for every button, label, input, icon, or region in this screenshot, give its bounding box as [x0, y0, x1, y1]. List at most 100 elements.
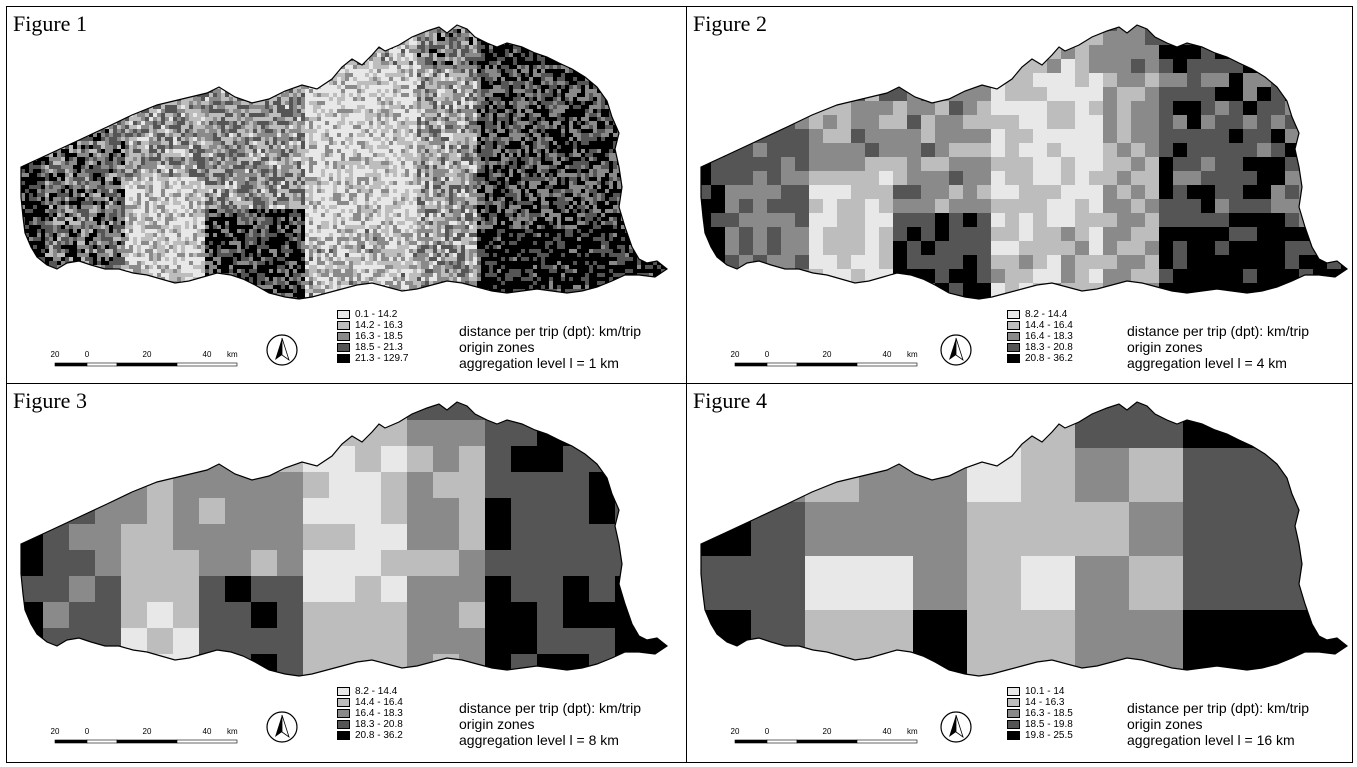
- legend-swatch: [1007, 687, 1020, 696]
- legend-swatch: [1007, 343, 1020, 352]
- legend: 0.1 - 14.2 14.2 - 16.3 16.3 - 18.5 18.5 - 2…: [337, 309, 408, 364]
- caption-line: aggregation level l = 1 km: [459, 355, 619, 371]
- scale-tick-label: 20: [823, 727, 832, 736]
- map-caption: distance per trip (dpt): km/trip origin z…: [459, 700, 641, 748]
- map-caption: distance per trip (dpt): km/trip origin z…: [1127, 700, 1309, 748]
- legend-entry: 21.3 - 129.7: [337, 353, 408, 364]
- scale-tick-label: 40: [883, 727, 892, 736]
- legend-entry: 20.8 - 36.2: [337, 730, 403, 741]
- region-boundary: [20, 24, 669, 300]
- legend-entry: 14.4 - 16.4: [1007, 320, 1073, 331]
- scale-tick-label: 20: [51, 350, 60, 359]
- scale-bar: 20 0 20 40 km: [731, 727, 918, 744]
- legend-entry: 16.4 - 18.3: [1007, 331, 1073, 342]
- legend-entry: 18.3 - 20.8: [337, 719, 403, 730]
- legend-swatch: [337, 709, 350, 718]
- region-boundary: [20, 401, 669, 677]
- legend-label: 10.1 - 14: [1025, 686, 1065, 697]
- legend-entry: 18.5 - 19.8: [1007, 719, 1073, 730]
- scale-tick-label: 20: [143, 350, 152, 359]
- legend-label: 18.3 - 20.8: [1025, 342, 1073, 353]
- legend-label: 16.3 - 18.5: [355, 331, 403, 342]
- north-arrow-icon: [940, 334, 972, 366]
- legend-label: 14.4 - 16.4: [355, 697, 403, 708]
- legend-label: 20.8 - 36.2: [1025, 353, 1073, 364]
- figure-panel-1: Figure 1 0.1 - 14.2 14.2 - 16.3 16.3 - 18.5…: [6, 6, 687, 384]
- choropleth-map: [20, 24, 669, 300]
- legend-entry: 0.1 - 14.2: [337, 309, 408, 320]
- legend: 8.2 - 14.4 14.4 - 16.4 16.4 - 18.3 18.3 - 2…: [1007, 309, 1073, 364]
- scale-tick-label: 40: [203, 350, 212, 359]
- legend-label: 16.4 - 18.3: [355, 708, 403, 719]
- figure-title: Figure 2: [693, 11, 767, 36]
- legend-swatch: [337, 687, 350, 696]
- region-boundary: [700, 24, 1349, 300]
- scale-bar: 20 0 20 40 km: [51, 727, 238, 744]
- map-caption: distance per trip (dpt): km/trip origin z…: [459, 323, 641, 371]
- caption-line: aggregation level l = 16 km: [1127, 732, 1295, 748]
- caption-line: distance per trip (dpt): km/trip: [1127, 323, 1310, 339]
- scale-unit: km: [227, 727, 238, 736]
- map-cells: [21, 25, 667, 299]
- caption-line: origin zones: [459, 716, 535, 732]
- map-cells: [21, 402, 667, 676]
- scale-tick-label: 20: [143, 727, 152, 736]
- choropleth-map: [700, 401, 1349, 677]
- legend-swatch: [1007, 698, 1020, 707]
- scale-unit: km: [907, 727, 918, 736]
- figure-title: Figure 3: [13, 388, 87, 413]
- caption-line: origin zones: [459, 339, 535, 355]
- legend-swatch: [337, 720, 350, 729]
- figure-panel-3: Figure 3 8.2 - 14.4 14.4 - 16.4 16.4 - 18.3…: [6, 383, 687, 763]
- caption-line: aggregation level l = 8 km: [459, 732, 619, 748]
- legend-entry: 8.2 - 14.4: [337, 686, 403, 697]
- legend-label: 19.8 - 25.5: [1025, 730, 1073, 741]
- legend-entry: 18.5 - 21.3: [337, 342, 408, 353]
- legend-entry: 16.4 - 18.3: [337, 708, 403, 719]
- legend-swatch: [337, 354, 350, 363]
- north-arrow-icon: [266, 334, 298, 366]
- legend-label: 14.4 - 16.4: [1025, 320, 1073, 331]
- legend-swatch: [1007, 310, 1020, 319]
- legend-label: 20.8 - 36.2: [355, 730, 403, 741]
- choropleth-map: [20, 401, 669, 677]
- legend-entry: 16.3 - 18.5: [337, 331, 408, 342]
- caption-line: distance per trip (dpt): km/trip: [459, 700, 642, 716]
- scale-tick-label: 20: [51, 727, 60, 736]
- scale-bar: 20 0 20 40 km: [51, 350, 238, 367]
- legend-label: 21.3 - 129.7: [355, 353, 409, 364]
- legend-swatch: [1007, 720, 1020, 729]
- scale-tick-label: 20: [731, 727, 740, 736]
- scale-tick-label: 0: [85, 727, 90, 736]
- caption-line: distance per trip (dpt): km/trip: [459, 323, 642, 339]
- scale-tick-label: 0: [85, 350, 90, 359]
- caption-line: aggregation level l = 4 km: [1127, 355, 1287, 371]
- caption-line: origin zones: [1127, 339, 1203, 355]
- legend-swatch: [337, 698, 350, 707]
- legend-swatch: [1007, 731, 1020, 740]
- legend-swatch: [1007, 354, 1020, 363]
- legend-entry: 19.8 - 25.5: [1007, 730, 1073, 741]
- legend-label: 18.3 - 20.8: [355, 719, 403, 730]
- legend-swatch: [337, 310, 350, 319]
- scale-tick-label: 20: [731, 350, 740, 359]
- legend-entry: 14.2 - 16.3: [337, 320, 408, 331]
- legend-label: 18.5 - 19.8: [1025, 719, 1073, 730]
- north-arrow-icon: [266, 711, 298, 743]
- scale-bar: 20 0 20 40 km: [731, 350, 918, 367]
- legend-label: 14.2 - 16.3: [355, 320, 403, 331]
- legend-label: 0.1 - 14.2: [355, 309, 398, 320]
- legend-entry: 14.4 - 16.4: [337, 697, 403, 708]
- scale-tick-label: 0: [765, 350, 770, 359]
- legend-swatch: [337, 332, 350, 341]
- legend-swatch: [1007, 332, 1020, 341]
- legend-entry: 20.8 - 36.2: [1007, 353, 1073, 364]
- scale-tick-label: 40: [883, 350, 892, 359]
- figure-title: Figure 1: [13, 11, 87, 36]
- legend-label: 16.3 - 18.5: [1025, 708, 1073, 719]
- legend-swatch: [1007, 709, 1020, 718]
- map-cells: [701, 25, 1347, 299]
- legend-swatch: [337, 343, 350, 352]
- legend-swatch: [337, 731, 350, 740]
